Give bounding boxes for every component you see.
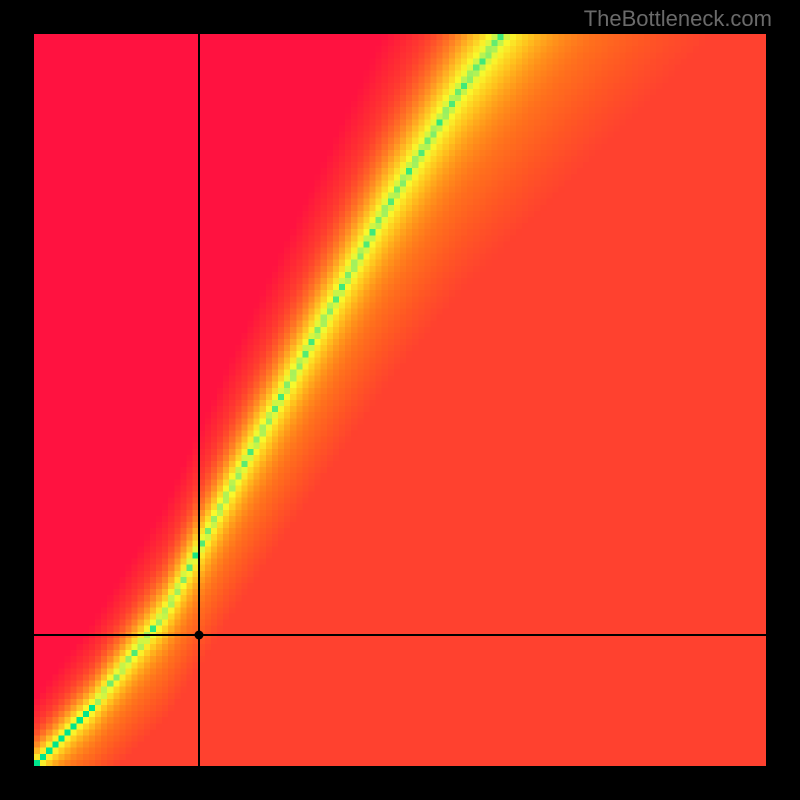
chart-container: TheBottleneck.com <box>0 0 800 800</box>
bottleneck-heatmap <box>34 34 766 766</box>
watermark-text: TheBottleneck.com <box>584 6 772 32</box>
crosshair-vertical <box>198 34 200 766</box>
crosshair-dot <box>194 630 203 639</box>
crosshair-horizontal <box>34 634 766 636</box>
